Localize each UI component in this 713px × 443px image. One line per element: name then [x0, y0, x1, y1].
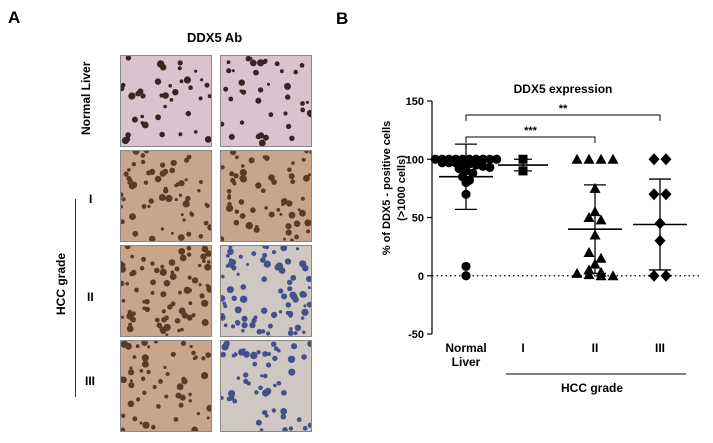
hcc-grade-label: HCC grade	[54, 253, 68, 316]
data-point	[571, 267, 583, 278]
x-category-label: Liver	[452, 355, 481, 369]
significance-stars: ***	[524, 125, 538, 137]
data-point	[595, 270, 607, 281]
hcc-grade-group-label: HCC grade	[561, 381, 623, 395]
data-point	[607, 153, 619, 164]
ihc-image-normal-1	[120, 55, 212, 147]
data-point	[583, 269, 595, 280]
data-point	[583, 246, 595, 257]
y-axis-title: % of DDX5 - positive cells (>1000 cells)	[381, 121, 408, 255]
ddx5-expression-chart: B DDX5 expression % of DDX5 - positive c…	[336, 9, 702, 395]
ihc-image-grade-1-1	[120, 150, 212, 242]
panel-a-letter: A	[8, 8, 21, 27]
y-axis-label-line1: % of DDX5 - positive cells	[381, 121, 393, 255]
data-point	[595, 214, 607, 225]
panel-a-title: DDX5 Ab	[187, 30, 243, 45]
data-point	[660, 269, 672, 282]
ihc-image-grade-2-2	[220, 245, 312, 337]
data-point	[461, 261, 471, 272]
data-point	[648, 153, 660, 166]
data-point	[478, 154, 488, 164]
data-point	[437, 158, 447, 168]
x-category-label: I	[521, 341, 524, 355]
data-point	[478, 161, 488, 171]
x-category-label: III	[655, 341, 665, 355]
data-point	[660, 153, 672, 166]
grade-label-1: I	[89, 192, 93, 206]
data-point	[471, 160, 481, 170]
grade-label-3: III	[85, 374, 96, 388]
hcc-grade-bracket-line	[75, 199, 76, 397]
chart-title: DDX5 expression	[514, 82, 613, 96]
row-label-normal-liver: Normal Liver	[79, 61, 93, 135]
data-point	[461, 271, 471, 281]
data-point	[595, 252, 607, 263]
data-point	[571, 153, 583, 164]
data-point	[430, 154, 440, 164]
ihc-image-grade-2-1	[120, 245, 212, 337]
grade-label-2: II	[87, 290, 94, 304]
data-point	[607, 270, 619, 281]
significance-bracket	[465, 136, 596, 143]
x-category-label: II	[592, 341, 599, 355]
data-point	[595, 153, 607, 164]
data-point	[583, 153, 595, 164]
data-point	[468, 168, 478, 178]
y-axis-label-line2: (>1000 cells)	[396, 155, 408, 221]
ihc-image-grade-3-2	[220, 340, 312, 432]
ihc-image-normal-2	[220, 55, 312, 147]
data-point	[648, 269, 660, 282]
y-tick-label: 100	[406, 154, 424, 166]
data-point	[583, 212, 595, 222]
data-point	[492, 154, 502, 164]
significance-stars: **	[559, 103, 568, 115]
ihc-image-grade-1-2	[220, 150, 312, 242]
y-tick-label: 150	[406, 96, 424, 108]
data-point	[444, 158, 454, 168]
data-point	[648, 188, 660, 201]
significance-bracket	[465, 114, 661, 121]
y-tick-label: 0	[418, 271, 424, 283]
data-point	[485, 154, 495, 164]
data-point	[485, 162, 495, 173]
data-point	[660, 188, 672, 201]
y-tick-label: -50	[408, 329, 424, 341]
data-point	[464, 159, 474, 169]
y-tick-label: 50	[412, 213, 424, 225]
ihc-image-grade-3-1	[120, 340, 212, 432]
x-category-label: Normal	[445, 341, 486, 355]
panel-b-letter: B	[336, 9, 348, 28]
